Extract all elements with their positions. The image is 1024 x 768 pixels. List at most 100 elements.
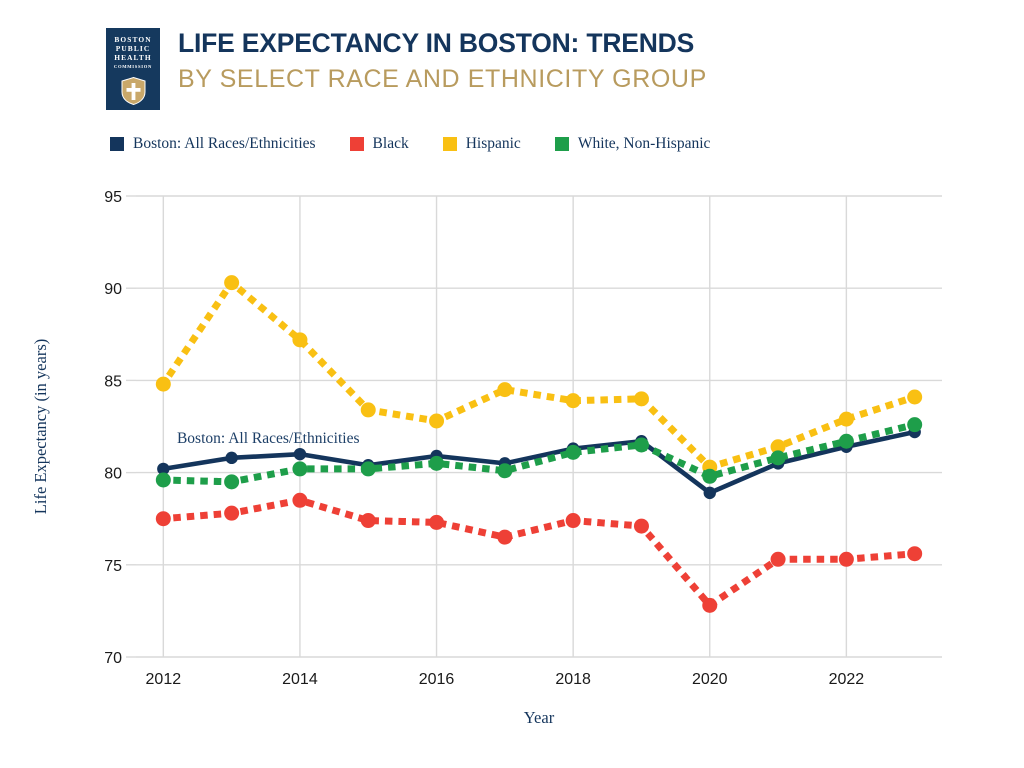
- logo-line-2: PUBLIC: [115, 43, 151, 53]
- data-point: [497, 382, 513, 398]
- data-point: [360, 513, 376, 529]
- data-point: [633, 437, 649, 453]
- data-point: [770, 439, 786, 455]
- data-point: [703, 486, 716, 500]
- data-point: [771, 457, 785, 470]
- x-tick-label: 2020: [692, 671, 728, 688]
- legend-item-0[interactable]: Boston: All Races/Ethnicities: [110, 135, 316, 153]
- grid-lines: [136, 195, 942, 658]
- legend-label: Hispanic: [465, 135, 521, 152]
- data-point: [907, 389, 923, 405]
- data-point: [635, 435, 648, 448]
- y-tick-label: 75: [104, 558, 122, 575]
- data-point: [224, 474, 240, 490]
- data-point: [429, 413, 445, 429]
- y-axis-title: Life Expectancy (in years): [31, 339, 50, 514]
- x-tick-label: 2018: [555, 671, 591, 688]
- data-point: [907, 546, 923, 562]
- x-tick-label: 2016: [419, 671, 455, 688]
- y-tick-label: 80: [104, 466, 122, 483]
- legend-label: White, Non-Hispanic: [577, 135, 711, 152]
- legend-item-3[interactable]: White, Non-Hispanic: [554, 135, 711, 153]
- data-point: [155, 376, 171, 392]
- data-point: [908, 425, 921, 439]
- legend-swatch-icon: [442, 137, 457, 151]
- legend-label: Boston: All Races/Ethnicities: [133, 135, 316, 152]
- data-point: [702, 468, 718, 484]
- logo-line-1: BOSTON: [114, 35, 152, 44]
- series-line: [159, 420, 919, 486]
- data-point: [360, 402, 376, 418]
- data-point: [429, 455, 445, 471]
- x-tick-label: 2022: [829, 671, 865, 688]
- data-point: [498, 457, 512, 470]
- data-point: [565, 513, 581, 529]
- legend-item-1[interactable]: Black: [349, 135, 409, 153]
- data-point: [838, 551, 854, 567]
- data-point: [360, 461, 376, 477]
- data-point: [702, 597, 718, 613]
- data-point: [157, 462, 170, 476]
- chart-legend: Boston: All Races/Ethnicities Black Hispan…: [110, 134, 744, 154]
- page-subtitle: BY SELECT RACE AND ETHNICITY GROUP: [178, 65, 707, 93]
- series-0: [157, 425, 921, 500]
- data-point: [565, 444, 581, 460]
- x-tick-label: 2012: [146, 671, 182, 688]
- axis-labels: 70 75 80 85 90 95 2012 2014 2016 2018 2020 2022 Year…: [31, 189, 864, 727]
- logo-line-3: HEALTH: [114, 52, 152, 62]
- data-point: [907, 417, 923, 433]
- title-block: LIFE EXPECTANCY IN BOSTON: TRENDS BY SEL…: [178, 28, 707, 94]
- y-tick-label: 85: [104, 373, 122, 390]
- data-point: [293, 447, 307, 461]
- data-series: [155, 275, 923, 613]
- data-point: [770, 551, 786, 567]
- series-line: [159, 496, 919, 609]
- data-point: [155, 472, 171, 488]
- x-tick-label: 2014: [282, 671, 318, 688]
- y-tick-label: 70: [104, 650, 122, 667]
- data-point: [565, 393, 581, 409]
- logo-line-commission: COMMISSION: [113, 64, 153, 70]
- data-point: [838, 411, 854, 427]
- data-point: [224, 275, 240, 291]
- data-point: [292, 492, 308, 508]
- legend-item-2[interactable]: Hispanic: [442, 135, 521, 153]
- data-point: [497, 529, 513, 545]
- data-point: [840, 440, 853, 453]
- series-line: [158, 279, 920, 471]
- data-point: [838, 433, 854, 449]
- page-header: BOSTON PUBLIC HEALTH COMMISSION LIFE EXP…: [106, 28, 926, 110]
- page-title: LIFE EXPECTANCY IN BOSTON: TRENDS: [178, 28, 695, 58]
- data-point: [292, 461, 308, 477]
- legend-swatch-icon: [110, 137, 124, 151]
- data-point: [429, 514, 445, 530]
- y-tick-label: 90: [104, 281, 122, 298]
- data-point: [566, 442, 580, 455]
- data-point: [292, 332, 308, 348]
- data-point: [362, 459, 375, 472]
- series-annotation: Boston: All Races/Ethnicities: [177, 430, 360, 447]
- series-2: [155, 275, 923, 475]
- data-point: [224, 505, 240, 521]
- x-axis-title: Year: [524, 708, 555, 727]
- axes: [126, 195, 136, 658]
- boston-public-health-commission-logo: BOSTON PUBLIC HEALTH COMMISSION: [106, 28, 160, 110]
- shield-icon: [121, 77, 146, 106]
- series-1: [155, 492, 923, 613]
- series-3: [155, 417, 923, 490]
- data-point: [497, 463, 513, 479]
- data-point: [225, 451, 238, 465]
- data-point: [633, 518, 649, 534]
- legend-label: Black: [372, 135, 409, 152]
- data-point: [633, 391, 649, 407]
- legend-swatch-icon: [349, 137, 364, 151]
- y-tick-label: 95: [104, 189, 122, 206]
- legend-swatch-icon: [554, 137, 569, 151]
- data-point: [155, 511, 171, 527]
- data-point: [430, 449, 443, 463]
- data-point: [702, 459, 718, 475]
- series-line: [161, 429, 917, 496]
